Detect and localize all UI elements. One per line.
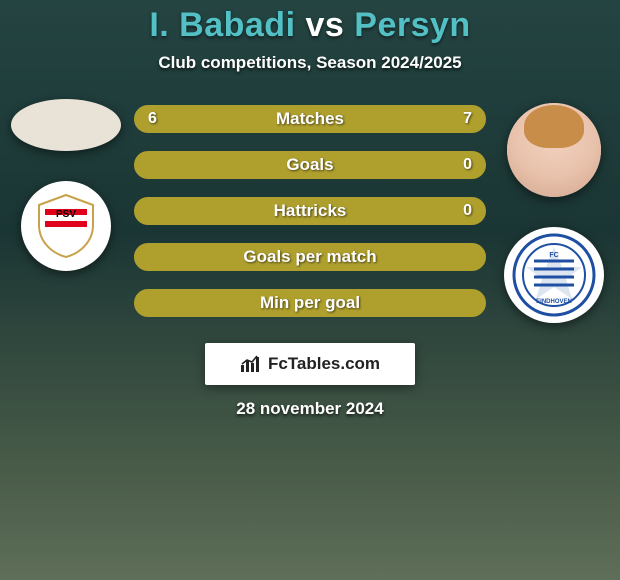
svg-text:FC: FC — [549, 252, 558, 259]
vs-text: vs — [305, 6, 344, 44]
page-title: I. Babadi vs Persyn — [0, 6, 620, 45]
bar-goals-per-match: Goals per match — [134, 243, 486, 271]
right-column: FC EINDHOVEN — [494, 101, 614, 323]
watermark-text: FcTables.com — [268, 354, 380, 374]
bar-matches-left: 6 — [148, 110, 157, 128]
main-row: PSV 6 Matches 7 Goals 0 Hattricks 0 — [0, 101, 620, 323]
bar-gpm-label: Goals per match — [243, 247, 376, 267]
player1-club-badge: PSV — [21, 181, 111, 271]
bar-hattricks: Hattricks 0 — [134, 197, 486, 225]
subtitle: Club competitions, Season 2024/2025 — [0, 53, 620, 73]
bar-hattricks-right: 0 — [463, 202, 472, 220]
fc-eindhoven-logo-icon: FC EINDHOVEN — [510, 233, 598, 317]
bar-goals: Goals 0 — [134, 151, 486, 179]
svg-text:EINDHOVEN: EINDHOVEN — [536, 299, 572, 305]
player1-name: I. Babadi — [149, 6, 295, 44]
bar-goals-right: 0 — [463, 156, 472, 174]
bar-hattricks-label: Hattricks — [274, 201, 347, 221]
player2-name: Persyn — [354, 6, 470, 44]
bar-matches: 6 Matches 7 — [134, 105, 486, 133]
player2-photo — [507, 103, 601, 197]
bar-goals-label: Goals — [286, 155, 333, 175]
player2-club-badge: FC EINDHOVEN — [504, 227, 604, 323]
player1-photo — [11, 99, 121, 151]
psv-logo-icon: PSV — [31, 191, 101, 261]
watermark: FcTables.com — [205, 343, 415, 385]
bar-mpg-label: Min per goal — [260, 293, 360, 313]
svg-text:PSV: PSV — [56, 209, 76, 220]
stat-bars: 6 Matches 7 Goals 0 Hattricks 0 Goals pe… — [126, 105, 494, 317]
bar-matches-right: 7 — [463, 110, 472, 128]
bar-matches-label: Matches — [276, 109, 344, 129]
bar-min-per-goal: Min per goal — [134, 289, 486, 317]
comparison-card: I. Babadi vs Persyn Club competitions, S… — [0, 0, 620, 419]
chart-icon — [240, 355, 262, 373]
left-column: PSV — [6, 101, 126, 271]
date: 28 november 2024 — [0, 399, 620, 419]
